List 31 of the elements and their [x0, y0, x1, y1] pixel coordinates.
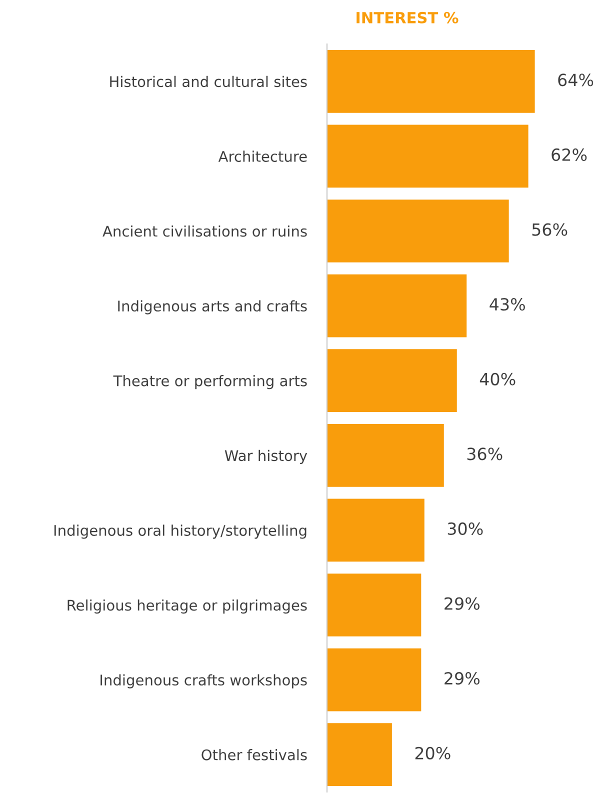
bar [327, 50, 535, 113]
bar [327, 723, 392, 786]
y-tick-label: Indigenous arts and crafts [118, 300, 307, 314]
y-tick-label: Ancient civilisations or ruins [102, 225, 307, 237]
bar [327, 200, 509, 262]
bar [327, 274, 467, 338]
data-label: 62% [552, 148, 587, 162]
y-tick-label: Religious heritage or pilgrimages [68, 599, 307, 614]
y-tick-label: Historical and cultural sites [110, 76, 307, 88]
bar [327, 498, 424, 562]
data-label: 43% [490, 298, 525, 311]
data-label: 40% [480, 372, 516, 386]
y-tick-label: Indigenous oral history/storytelling [54, 524, 306, 539]
chart-title: INTEREST % [356, 12, 458, 24]
y-tick-label: Theatre or performing arts [113, 375, 307, 390]
data-label: 36% [467, 448, 502, 460]
y-tick-label: Indigenous crafts workshops [100, 674, 307, 688]
data-label: 64% [558, 74, 593, 86]
data-label: 29% [444, 597, 480, 610]
bar [327, 574, 422, 636]
bar [327, 124, 528, 188]
data-label: 20% [415, 746, 450, 760]
bar [327, 424, 444, 487]
data-label: 56% [532, 223, 568, 236]
bar [327, 349, 457, 412]
y-tick-label: Architecture [218, 150, 307, 162]
data-label: 29% [444, 672, 480, 685]
y-tick-label: War history [224, 450, 308, 464]
data-label: 30% [448, 522, 483, 536]
bar [327, 648, 422, 712]
y-tick-label: Other festivals [202, 749, 307, 760]
